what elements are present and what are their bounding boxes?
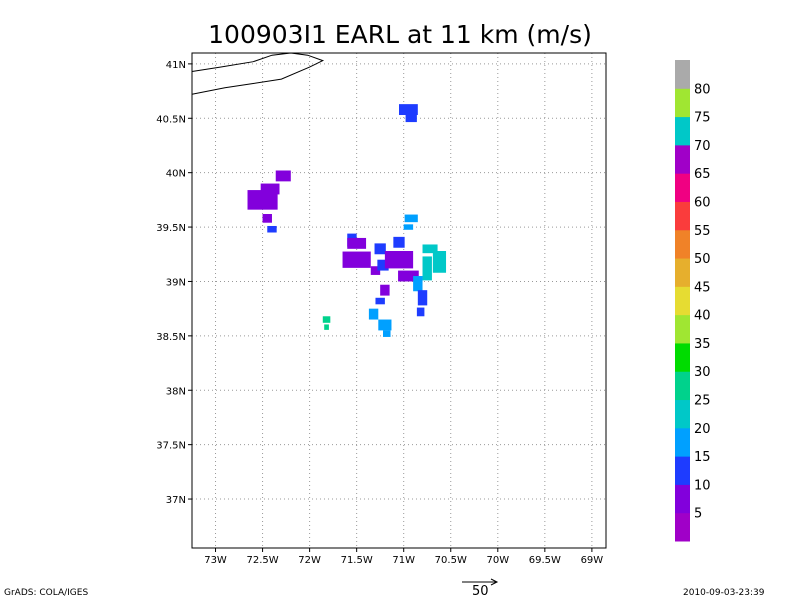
wind-cell-26 (380, 284, 390, 296)
wind-cell-18 (413, 276, 423, 292)
footer-timestamp: 2010-09-03-23:39 (683, 588, 765, 598)
y-tick-label-0: 37N (166, 495, 186, 506)
wind-cell-14 (377, 259, 389, 271)
colorbar-label-3: 20 (694, 422, 711, 437)
x-tick-label-6: 70W (486, 555, 509, 566)
colorbar-label-0: 5 (694, 507, 702, 522)
wind-cell-2 (275, 170, 291, 182)
colorbar-swatch-1 (675, 484, 690, 514)
colorbar-label-15: 80 (694, 82, 711, 97)
x-tick-label-7: 69.5W (529, 555, 561, 566)
colorbar-swatch-11 (675, 201, 690, 231)
wind-cell-30 (383, 330, 391, 337)
grid-lines (192, 53, 606, 548)
chart-title: 100903I1 EARL at 11 km (m/s) (208, 20, 592, 49)
wind-cell-4 (247, 190, 278, 210)
wind-cell-11 (342, 251, 371, 268)
wind-cell-22 (432, 251, 447, 273)
colorbar-swatch-6 (675, 342, 690, 372)
colorbar-swatch-8 (675, 286, 690, 316)
y-tick-label-1: 37.5N (156, 441, 186, 452)
wind-cell-27 (375, 297, 385, 305)
x-tick-label-5: 70.5W (435, 555, 467, 566)
x-tick-label-4: 71W (392, 555, 415, 566)
wind-cell-15 (393, 236, 405, 248)
wind-cell-10 (347, 237, 367, 249)
colorbar-swatch-3 (675, 427, 690, 457)
wind-cell-28 (368, 308, 379, 320)
wind-cell-23 (422, 244, 438, 254)
wind-cell-29 (378, 319, 392, 331)
colorbar-swatch-5 (675, 371, 690, 401)
colorbar-label-1: 10 (694, 478, 711, 493)
colorbar-swatch-9 (675, 258, 690, 287)
x-axis-ticks: 73W 72.5W 72W 71.5W 71W 70.5W 70W 69.5W 69W (204, 548, 603, 566)
wind-cell-0 (399, 104, 418, 116)
colorbar-label-6: 35 (694, 337, 711, 352)
x-tick-label-2: 72W (298, 555, 321, 566)
wind-cell-25 (403, 224, 414, 230)
colorbar-swatch-12 (675, 173, 690, 202)
wind-cell-5 (262, 214, 272, 223)
colorbar-label-14: 75 (694, 111, 711, 126)
colorbar-label-9: 50 (694, 252, 711, 267)
colorbar-label-8: 45 (694, 280, 711, 295)
colorbar-swatch-15 (675, 88, 690, 118)
y-tick-label-3: 38.5N (156, 332, 186, 343)
y-tick-label-8: 41N (166, 60, 186, 71)
colorbar-swatch-16 (675, 60, 690, 89)
wind-cell-19 (417, 290, 428, 306)
plot-frame (191, 52, 607, 549)
wind-cell-12 (370, 266, 381, 275)
colorbar-label-11: 60 (694, 195, 711, 210)
wind-speed-cells (247, 104, 447, 337)
colorbar-label-4: 25 (694, 394, 711, 409)
wind-cell-6 (267, 225, 277, 233)
wind-cell-17 (398, 270, 419, 282)
wind-cell-20 (416, 307, 425, 317)
y-axis-ticks: 37N 37.5N 38N 38.5N 39N 39.5N 40N 40.5N 41N (156, 60, 192, 506)
wind-cell-16 (384, 251, 414, 269)
colorbar-swatch-14 (675, 116, 690, 146)
y-tick-label-7: 40.5N (156, 114, 186, 125)
colorbar-label-10: 55 (694, 224, 711, 239)
coastline-segment-0 (191, 52, 325, 95)
colorbar-swatch-0 (675, 512, 690, 542)
footer-credit: GrADS: COLA/IGES (4, 588, 89, 598)
x-tick-label-8: 69W (581, 555, 604, 566)
colorbar-swatch-4 (675, 399, 690, 429)
colorbar-label-2: 15 (694, 450, 711, 465)
y-tick-label-4: 39N (166, 277, 186, 288)
colorbar-swatch-2 (675, 456, 690, 485)
vector-reference-label: 50 (472, 584, 489, 599)
vector-reference-arrow (462, 578, 499, 586)
y-tick-label-6: 40N (166, 169, 186, 180)
colorbar-label-7: 40 (694, 309, 711, 324)
wind-cell-8 (324, 324, 329, 330)
wind-cell-21 (422, 256, 432, 281)
y-tick-label-2: 38N (166, 386, 186, 397)
x-tick-label-3: 71.5W (341, 555, 373, 566)
wind-cell-13 (374, 243, 386, 255)
wind-cell-3 (260, 183, 280, 195)
y-tick-label-5: 39.5N (156, 223, 186, 234)
wind-cell-1 (405, 114, 417, 123)
colorbar-swatch-7 (675, 314, 690, 344)
coastline (191, 52, 325, 95)
x-tick-label-1: 72.5W (246, 555, 278, 566)
x-tick-label-0: 73W (204, 555, 227, 566)
colorbar-swatch-13 (675, 144, 690, 174)
wind-cell-7 (322, 316, 331, 323)
wind-cell-24 (404, 214, 418, 223)
colorbar-label-12: 65 (694, 167, 711, 182)
colorbar: 5 10 15 20 25 30 35 40 45 50 55 60 65 70 75 80 (675, 60, 711, 542)
colorbar-label-5: 30 (694, 365, 711, 380)
colorbar-label-13: 70 (694, 139, 711, 154)
colorbar-swatch-10 (675, 229, 690, 259)
